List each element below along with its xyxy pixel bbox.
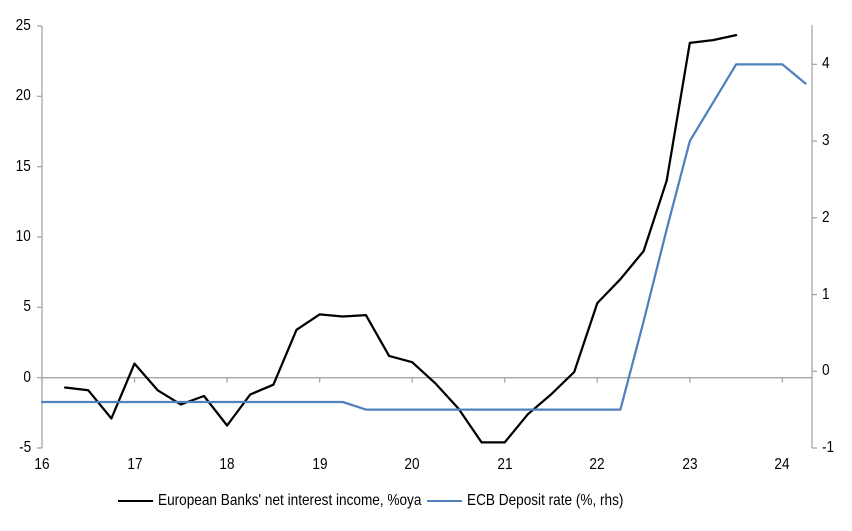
legend-item-ecb-deposit-rate: ECB Deposit rate (%, rhs) (427, 492, 651, 510)
y-axis-left-label: 25 (15, 17, 31, 34)
x-axis-label: 23 (682, 456, 698, 473)
x-axis-label: 18 (219, 456, 235, 473)
y-axis-left-label: 15 (15, 157, 31, 175)
series-line-ecb-deposit-rate (40, 63, 807, 411)
y-axis-left-label: 20 (15, 87, 31, 105)
x-axis-label: 20 (404, 456, 420, 473)
legend-label-net-interest-income: European Banks' net interest income, %oy… (158, 492, 422, 509)
x-axis-label: 17 (126, 456, 143, 473)
x-axis-label: 21 (497, 456, 513, 473)
x-axis-label: 22 (589, 456, 605, 473)
x-axis-label: 24 (774, 456, 790, 473)
y-axis-left-label: -5 (18, 439, 31, 456)
y-axis-right-label: 0 (822, 362, 830, 380)
y-axis-left-label: 5 (23, 298, 31, 316)
y-axis-right-label: 3 (822, 132, 830, 150)
y-axis-right-label: -1 (822, 439, 835, 456)
y-axis-left-label: 10 (15, 228, 31, 245)
series-line-net-interest-income (63, 33, 738, 444)
x-axis-label: 19 (312, 456, 328, 473)
y-axis-right-label: 2 (822, 208, 830, 226)
legend-label-ecb-deposit-rate: ECB Deposit rate (%, rhs) (467, 492, 624, 509)
legend-line-swatch-black (118, 499, 153, 503)
y-axis-right-label: 1 (822, 285, 830, 303)
y-axis-right-label: 4 (822, 55, 830, 73)
legend-line-swatch-blue (427, 499, 462, 503)
y-axis-left-label: 0 (23, 368, 31, 386)
legend-item-net-interest-income: European Banks' net interest income, %oy… (118, 492, 468, 510)
x-axis-label: 16 (34, 456, 50, 473)
